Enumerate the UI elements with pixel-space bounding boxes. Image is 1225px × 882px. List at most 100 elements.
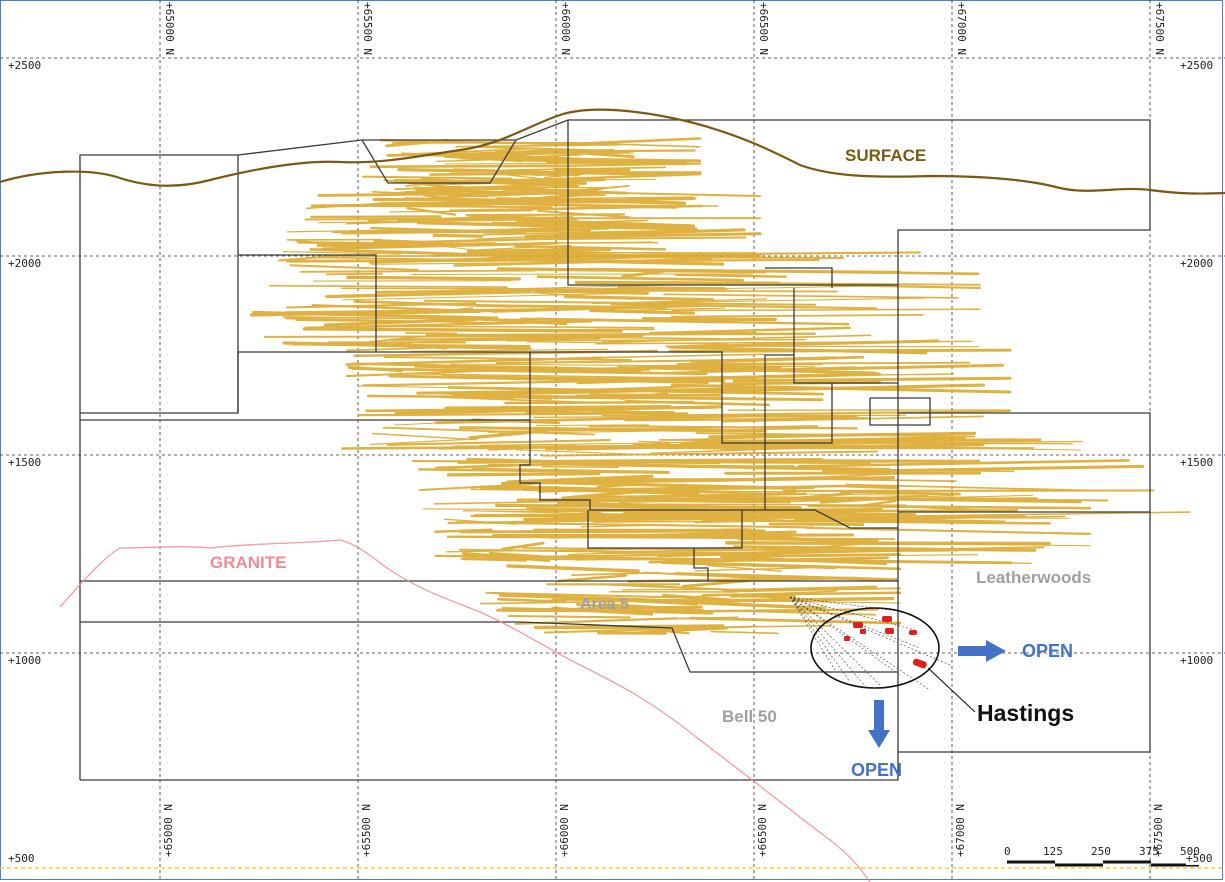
drill-trace <box>351 362 650 371</box>
drill-trace <box>325 290 531 299</box>
drill-trace <box>371 242 496 246</box>
drill-trace <box>541 465 620 469</box>
elevation-tick-right: +2500 <box>1180 59 1214 72</box>
elevation-tick-left: +500 <box>8 852 35 865</box>
drill-trace <box>500 541 545 551</box>
hastings-highlight-ellipse <box>810 607 940 689</box>
drill-trace <box>300 269 536 273</box>
northing-tick-top: +65500 N <box>361 2 374 55</box>
drill-trace <box>506 474 654 484</box>
drill-trace <box>671 308 981 312</box>
drill-trace <box>399 373 705 379</box>
drill-trace <box>514 471 599 476</box>
drill-trace <box>663 293 959 299</box>
drill-trace <box>477 252 550 256</box>
drill-trace <box>371 325 655 329</box>
drill-trace <box>450 363 816 368</box>
drill-trace <box>282 316 658 323</box>
drill-trace <box>641 627 690 635</box>
drill-trace <box>574 557 688 561</box>
drill-trace <box>593 289 838 293</box>
drill-trace <box>601 334 872 343</box>
drill-trace <box>648 556 890 564</box>
drill-trace <box>369 164 570 168</box>
scale-bar-tick: 0 <box>1004 845 1011 858</box>
drill-trace <box>733 541 1091 547</box>
drill-trace <box>543 188 603 193</box>
drill-trace <box>450 227 610 233</box>
drill-trace <box>768 522 865 527</box>
surface-label: SURFACE <box>845 146 927 165</box>
drill-trace <box>551 606 654 616</box>
drill-trace <box>668 410 1011 417</box>
drill-trace <box>357 412 689 417</box>
drill-trace <box>546 172 702 181</box>
drill-trace <box>670 313 924 318</box>
drill-trace <box>589 307 725 312</box>
drill-trace <box>665 345 980 348</box>
scale-bar-tick: 250 <box>1091 845 1111 858</box>
drill-trace <box>848 440 1084 445</box>
drill-trace <box>479 442 670 446</box>
drill-trace <box>470 515 831 519</box>
drill-trace <box>411 459 721 465</box>
drill-trace <box>624 417 847 422</box>
northing-tick-top: +67000 N <box>955 2 968 55</box>
scale-bar-tick: 125 <box>1043 845 1063 858</box>
elevation-tick-right: +1500 <box>1180 456 1214 469</box>
drill-trace <box>390 336 601 342</box>
drill-trace <box>553 236 747 241</box>
drill-trace <box>623 510 884 517</box>
drill-trace <box>558 190 761 197</box>
drill-trace <box>341 292 650 301</box>
drill-trace <box>673 599 901 604</box>
drill-trace <box>383 179 452 189</box>
drill-trace <box>459 529 766 534</box>
drill-trace <box>592 353 766 359</box>
drill-trace <box>462 557 528 562</box>
drill-trace <box>586 486 815 491</box>
northing-tick-top: +67500 N <box>1153 2 1166 55</box>
drill-trace <box>386 147 542 156</box>
hastings-label: Hastings <box>977 700 1075 726</box>
block-outlines <box>79 119 1151 781</box>
drill-trace <box>822 464 1145 474</box>
drill-trace <box>285 302 477 309</box>
drill-trace <box>357 385 650 392</box>
drill-trace <box>689 372 881 381</box>
drill-trace <box>277 254 350 262</box>
open-down-label: OPEN <box>851 760 903 780</box>
northing-tick-top: +66500 N <box>757 2 770 55</box>
drill-trace <box>515 449 656 456</box>
drill-trace <box>269 284 508 288</box>
area5-label: Area 5 <box>580 596 629 613</box>
northing-tick-bottom: +65000 N <box>162 804 175 857</box>
drill-trace <box>502 166 666 172</box>
drill-trace <box>386 439 611 446</box>
drill-trace <box>446 535 795 540</box>
drill-trace <box>448 204 704 212</box>
drill-trace <box>710 630 779 635</box>
drill-trace <box>592 518 934 523</box>
drill-trace <box>501 476 896 485</box>
drill-traces <box>250 137 1191 635</box>
drill-trace <box>695 432 976 438</box>
drill-trace <box>467 247 596 254</box>
drill-trace <box>452 394 515 400</box>
elevation-tick-right: +2000 <box>1180 257 1214 270</box>
drill-trace <box>286 229 415 233</box>
drill-trace <box>325 272 384 276</box>
drill-trace <box>676 361 970 365</box>
drill-trace <box>840 490 961 496</box>
drill-trace <box>297 241 406 245</box>
scale-bar-tick: 375 <box>1139 845 1159 858</box>
drill-trace <box>674 434 862 441</box>
drill-trace <box>482 229 699 236</box>
drill-trace <box>423 299 817 306</box>
drill-trace <box>801 443 985 449</box>
elevation-tick-right: +500 <box>1186 852 1213 865</box>
drill-trace <box>444 405 672 410</box>
scale-bar <box>1007 860 1199 867</box>
drill-trace <box>641 317 777 322</box>
